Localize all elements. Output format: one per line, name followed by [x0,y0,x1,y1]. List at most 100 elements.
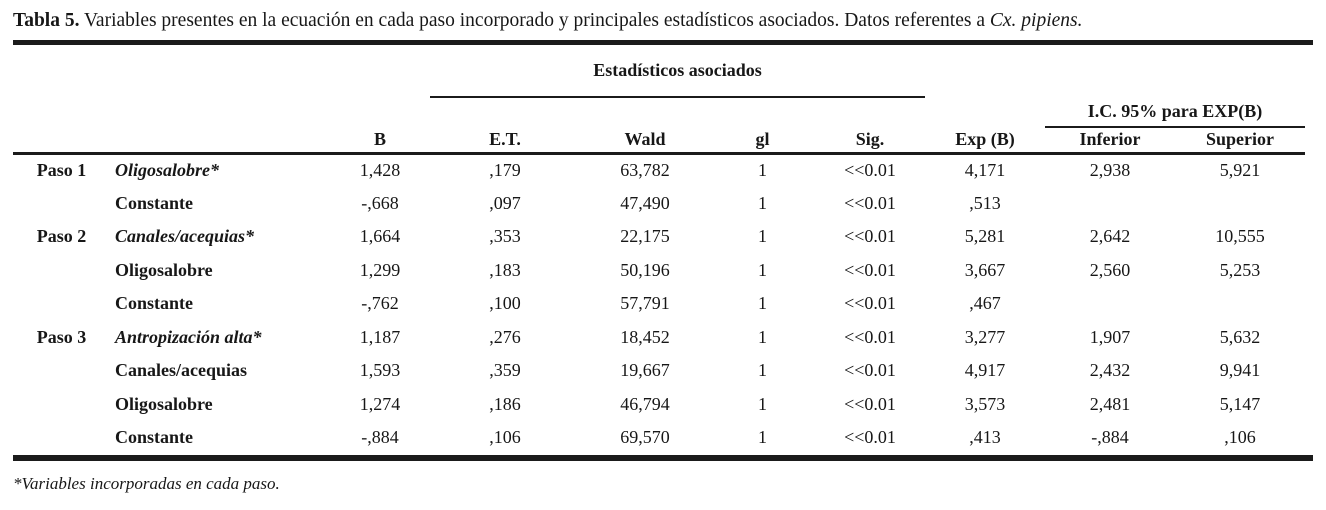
cell-et: ,186 [489,393,521,414]
cell-gl: 1 [758,226,767,247]
cell-expb: 5,281 [964,226,1006,247]
cell-variable: Constante [115,427,194,448]
col-header-gl: gl [710,127,815,155]
cell-superior: 5,253 [1219,259,1261,280]
col-header-sig: Sig. [815,127,926,155]
cell-et: ,100 [489,293,521,314]
cell-sig: <<0.01 [844,360,896,381]
cell-inferior: 2,432 [1089,360,1131,381]
table-row: Oligosalobre 1,299 ,183 50,196 1 <<0.01 … [13,254,1305,288]
cell-variable: Oligosalobre [115,259,213,280]
cell-b: 1,593 [359,360,401,381]
cell-paso [13,388,110,422]
table-footnote: *Variables incorporadas en cada paso. [13,473,280,493]
cell-paso [13,354,110,388]
cell-wald: 22,175 [620,226,670,247]
cell-sig: <<0.01 [844,427,896,448]
table-caption-number: Tabla 5. [13,10,80,31]
cell-variable: Constante [115,293,194,314]
cell-expb: 4,917 [964,360,1006,381]
table-row: Oligosalobre 1,274 ,186 46,794 1 <<0.01 … [13,388,1305,422]
cell-paso [13,254,110,288]
cell-et: ,353 [489,226,521,247]
group-header-row-1: Estadísticos asociados [13,45,1305,98]
cell-wald: 47,490 [620,192,670,213]
table-row: Paso 3 Antropización alta* 1,187 ,276 18… [13,321,1305,355]
cell-et: ,359 [489,360,521,381]
cell-superior [1175,187,1305,221]
cell-inferior: 2,481 [1089,393,1131,414]
table-row: Constante -,762 ,100 57,791 1 <<0.01 ,46… [13,287,1305,321]
header-spacer [925,45,1305,97]
table-caption-species: Cx. pipiens. [989,10,1083,31]
table-row: Canales/acequias 1,593 ,359 19,667 1 <<0… [13,354,1305,388]
cell-et: ,183 [489,259,521,280]
col-header-expb: Exp (B) [925,127,1046,155]
table-row: Paso 2 Canales/acequias* 1,664 ,353 22,1… [13,220,1305,254]
cell-superior: 5,921 [1219,160,1261,180]
cell-paso [13,187,110,221]
cell-inferior [1045,287,1175,321]
column-header-row: B E.T. Wald gl Sig. Exp (B) Inferior Sup… [13,127,1306,155]
top-rule [13,40,1313,45]
cell-inferior: 2,560 [1089,259,1131,280]
cell-gl: 1 [758,259,767,280]
cell-variable: Constante [115,192,194,213]
cell-b: -,762 [361,293,399,314]
cell-et: ,106 [489,427,521,448]
header-spacer [13,45,430,97]
cell-expb: 3,667 [964,259,1006,280]
cell-superior: 9,941 [1219,360,1261,381]
cell-sig: <<0.01 [844,160,896,180]
col-header-et: E.T. [430,127,580,155]
group-header-row-2: I.C. 95% para EXP(B) [13,97,1306,128]
cell-variable: Canales/acequias [115,360,248,381]
cell-b: 1,187 [359,326,401,347]
cell-wald: 50,196 [620,259,670,280]
header-spacer [13,127,110,155]
cell-gl: 1 [758,360,767,381]
cell-paso [13,421,110,455]
col-header-wald: Wald [580,127,710,155]
cell-variable: Antropización alta* [115,326,262,347]
cell-sig: <<0.01 [844,326,896,347]
cell-b: 1,664 [359,226,401,247]
cell-sig: <<0.01 [844,226,896,247]
cell-inferior: 2,642 [1089,226,1131,247]
cell-b: -,668 [361,192,399,213]
cell-wald: 46,794 [620,393,670,414]
cell-expb: 3,277 [964,326,1006,347]
cell-inferior: 1,907 [1089,326,1131,347]
cell-gl: 1 [758,393,767,414]
cell-sig: <<0.01 [844,393,896,414]
cell-superior: 10,555 [1215,226,1265,247]
cell-b: -,884 [361,427,399,448]
cell-b: 1,274 [359,393,401,414]
cell-expb: 3,573 [964,393,1006,414]
cell-paso [13,287,110,321]
cell-sig: <<0.01 [844,259,896,280]
cell-wald: 63,782 [620,160,670,180]
cell-wald: 19,667 [620,360,670,381]
cell-et: ,276 [489,326,521,347]
cell-superior: ,106 [1224,427,1256,448]
cell-et: ,179 [489,160,521,180]
cell-variable: Oligosalobre [115,393,213,414]
cell-variable: Oligosalobre* [115,160,220,180]
table-row: Constante -,668 ,097 47,490 1 <<0.01 ,51… [13,187,1305,221]
col-header-inferior: Inferior [1045,127,1176,155]
cell-variable: Canales/acequias* [115,226,255,247]
cell-expb: ,467 [969,293,1001,314]
header-spacer [13,97,1045,127]
cell-paso: Paso 2 [36,226,87,247]
table-row: Paso 1 Oligosalobre* 1,428 ,179 63,782 1… [13,153,1305,187]
table-body: Paso 1 Oligosalobre* 1,428 ,179 63,782 1… [13,153,1305,455]
col-header-superior: Superior [1175,127,1306,155]
cell-gl: 1 [758,427,767,448]
header-spacer [110,127,330,155]
cell-gl: 1 [758,326,767,347]
cell-wald: 57,791 [620,293,670,314]
stats-table: Estadísticos asociados I.C. 95% para EXP… [13,45,1306,455]
cell-paso: Paso 3 [36,326,87,347]
cell-gl: 1 [758,192,767,213]
